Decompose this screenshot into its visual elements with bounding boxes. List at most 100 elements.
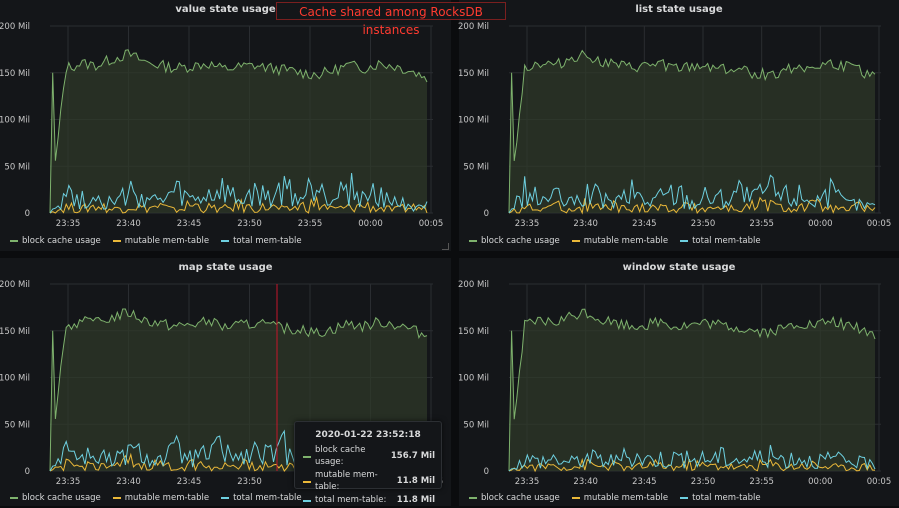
legend-label: mutable mem-table [583, 493, 669, 503]
swatch [10, 497, 18, 499]
x-tick-label: 23:55 [298, 219, 323, 229]
swatch [221, 240, 230, 242]
chart-window-state-usage[interactable]: 0 50 Mil 100 Mil 150 Mil 200 Mil 23:35 23:40 23… [458, 258, 899, 506]
x-tick-label: 00:05 [867, 219, 892, 229]
legend-item-block-cache[interactable]: block cache usage [10, 493, 101, 503]
y-tick-label: 200 Mil [458, 22, 489, 32]
swatch [303, 480, 311, 483]
swatch [680, 497, 689, 499]
legend-item-block-cache[interactable]: block cache usage [10, 236, 101, 246]
legend-item-mutable[interactable]: mutable mem-table [571, 493, 669, 503]
y-tick-label: 50 Mil [4, 420, 30, 430]
y-tick-label: 200 Mil [0, 22, 30, 32]
panel-title[interactable]: list state usage [635, 4, 723, 15]
tooltip-value: 156.7 Mil [390, 450, 435, 461]
panel-title[interactable]: map state usage [178, 262, 273, 273]
y-tick-label: 50 Mil [463, 420, 489, 430]
series-mutable-mem-table [508, 457, 876, 473]
x-tick-label: 23:55 [749, 219, 774, 229]
legend-item-total[interactable]: total mem-table [221, 493, 302, 503]
swatch [680, 240, 689, 242]
x-tick-label: 23:50 [691, 477, 716, 487]
x-tick-label: 23:45 [177, 219, 202, 229]
x-tick-label: 00:05 [867, 477, 892, 487]
panel-window-state-usage: window state usage 0 50 Mil 100 Mil 150 Mil… [458, 258, 899, 506]
legend-label: mutable mem-table [124, 493, 210, 503]
legend-label: mutable mem-table [124, 236, 210, 246]
legend-item-block-cache[interactable]: block cache usage [469, 493, 560, 503]
y-tick-label: 50 Mil [4, 162, 30, 172]
tooltip-row: block cache usage: 156.7 Mil [295, 444, 441, 469]
legend-item-total[interactable]: total mem-table [680, 493, 761, 503]
swatch [303, 455, 311, 458]
legend: block cache usage mutable mem-table tota… [10, 236, 302, 246]
tooltip-label: total mem-table: [315, 495, 387, 505]
x-tick-label: 00:00 [808, 477, 833, 487]
tooltip-value: 11.8 Mil [396, 475, 435, 486]
legend-item-mutable[interactable]: mutable mem-table [571, 236, 668, 246]
chart-list-state-usage[interactable]: 0 50 Mil 100 Mil 150 Mil 200 Mil 23:35 23:40 23… [458, 0, 899, 251]
legend-label: block cache usage [481, 493, 560, 503]
series-block-cache [508, 308, 876, 472]
legend-label: total mem-table [233, 236, 302, 246]
y-tick-label: 50 Mil [463, 162, 489, 172]
y-tick-label: 0 [25, 209, 30, 219]
series-block-cache [508, 49, 876, 214]
legend-item-mutable[interactable]: mutable mem-table [112, 236, 210, 246]
y-tick-label: 0 [484, 209, 489, 219]
legend: block cache usage mutable mem-table tota… [469, 493, 761, 503]
y-tick-label: 150 Mil [0, 69, 30, 79]
legend-label: total mem-table [233, 493, 302, 503]
swatch [303, 499, 311, 502]
panel-value-state-usage: value state usage 0 50 Mil 100 Mil 150 Mil 2… [0, 0, 451, 251]
legend-item-total[interactable]: total mem-table [680, 236, 761, 246]
y-tick-label: 200 Mil [0, 280, 30, 290]
series-total-mem-table [508, 174, 876, 214]
series-total-mem-table [49, 172, 428, 214]
x-tick-label: 23:35 [515, 477, 540, 487]
series-area-block-cache [50, 49, 427, 213]
y-tick-label: 150 Mil [458, 327, 489, 337]
hover-tooltip: 2020-01-22 23:52:18 block cache usage: 1… [294, 421, 442, 505]
panel-title[interactable]: window state usage [622, 262, 736, 273]
series-total-mem-table [508, 444, 876, 472]
legend-label: total mem-table [692, 493, 761, 503]
x-tick-label: 23:40 [116, 477, 141, 487]
swatch [571, 497, 580, 499]
tooltip-row: mutable mem-table: 11.8 Mil [295, 469, 441, 494]
legend-item-mutable[interactable]: mutable mem-table [112, 493, 210, 503]
x-tick-label: 23:35 [515, 219, 540, 229]
legend-item-block-cache[interactable]: block cache usage [469, 236, 560, 246]
x-tick-label: 23:45 [632, 219, 657, 229]
x-tick-label: 23:50 [237, 477, 262, 487]
swatch [571, 240, 580, 242]
swatch [469, 240, 477, 242]
y-tick-label: 150 Mil [458, 69, 489, 79]
legend-label: block cache usage [22, 236, 101, 246]
legend-label: total mem-table [692, 236, 761, 246]
legend: block cache usage mutable mem-table tota… [10, 493, 302, 503]
series-area-block-cache [509, 50, 875, 213]
series-mutable-mem-table [49, 195, 428, 214]
legend-item-total[interactable]: total mem-table [221, 236, 302, 246]
panel-list-state-usage: list state usage 0 50 Mil 100 Mil 150 Mil 20… [458, 0, 899, 251]
tooltip-label: mutable mem-table: [315, 470, 378, 492]
x-tick-label: 23:40 [116, 219, 141, 229]
tooltip-label: block cache usage: [315, 445, 366, 467]
legend-label: block cache usage [481, 236, 560, 246]
y-tick-label: 0 [25, 467, 30, 477]
series-mutable-mem-table [508, 196, 876, 215]
y-tick-label: 100 Mil [458, 374, 489, 384]
y-tick-label: 100 Mil [0, 374, 30, 384]
x-tick-label: 23:55 [749, 477, 774, 487]
legend-label: block cache usage [22, 493, 101, 503]
x-tick-label: 23:50 [237, 219, 262, 229]
x-tick-label: 23:35 [56, 219, 81, 229]
resize-handle[interactable] [442, 243, 449, 250]
chart-value-state-usage[interactable]: 0 50 Mil 100 Mil 150 Mil 200 Mil 23:35 23:40 23… [0, 0, 451, 251]
panel-title[interactable]: value state usage [175, 4, 276, 15]
y-tick-label: 100 Mil [0, 116, 30, 126]
series-area-block-cache [509, 309, 875, 471]
x-tick-label: 23:50 [691, 219, 716, 229]
y-tick-label: 200 Mil [458, 280, 489, 290]
